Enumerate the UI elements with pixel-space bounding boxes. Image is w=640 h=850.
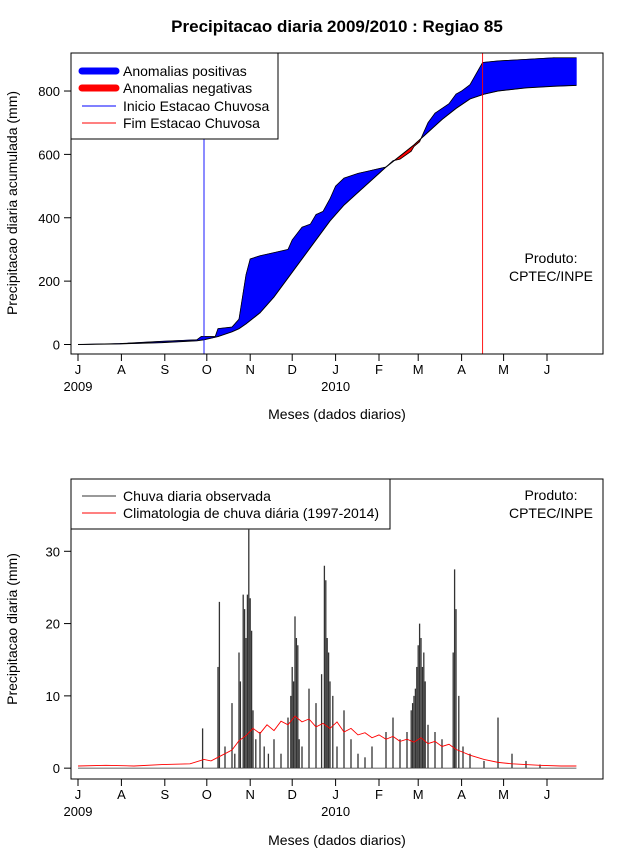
x-tick-label: J bbox=[75, 787, 82, 802]
y-tick-label: 200 bbox=[38, 274, 60, 289]
positive-anomaly-area bbox=[483, 60, 499, 95]
bottom-product-label-1: Produto: bbox=[525, 487, 578, 503]
top-product-label-2: CPTEC/INPE bbox=[509, 268, 593, 284]
x-tick-label: M bbox=[498, 362, 509, 377]
top-x-axis-label: Meses (dados diarios) bbox=[268, 406, 406, 422]
y-tick-label: 0 bbox=[53, 761, 60, 776]
daily-bars-group bbox=[78, 529, 577, 769]
y-tick-label: 10 bbox=[46, 689, 60, 704]
x-tick-label: M bbox=[413, 362, 424, 377]
positive-anomaly-area bbox=[273, 249, 289, 298]
positive-anomaly-area bbox=[249, 255, 261, 322]
x-tick-label: S bbox=[160, 787, 169, 802]
x-tick-label: D bbox=[288, 362, 297, 377]
top-x-axis: J A S O N D J F M A M J 2009 2010 bbox=[64, 353, 551, 394]
x-year-label: 2010 bbox=[321, 804, 350, 819]
positive-anomaly-area bbox=[259, 252, 275, 314]
x-tick-label: N bbox=[246, 787, 255, 802]
legend-label-positive: Anomalias positivas bbox=[123, 63, 247, 79]
x-tick-label: J bbox=[544, 787, 551, 802]
bottom-x-axis: J A S O N D J F M A M J 2009 2010 bbox=[64, 778, 551, 819]
y-tick-label: 800 bbox=[38, 84, 60, 99]
top-legend-box bbox=[70, 52, 279, 140]
bottom-y-axis: 0 10 20 30 bbox=[46, 544, 72, 776]
x-tick-label: J bbox=[332, 787, 339, 802]
legend-label-climatology: Climatologia de chuva diária (1997-2014) bbox=[123, 505, 379, 521]
x-tick-label: A bbox=[117, 787, 126, 802]
x-year-label: 2009 bbox=[64, 379, 93, 394]
y-tick-label: 30 bbox=[46, 544, 60, 559]
chart-title: Precipitacao diaria 2009/2010 : Regiao 8… bbox=[171, 17, 503, 36]
x-year-label: 2010 bbox=[321, 379, 350, 394]
x-tick-label: D bbox=[288, 787, 297, 802]
legend-label-observed: Chuva diaria observada bbox=[123, 488, 271, 504]
x-tick-label: M bbox=[413, 787, 424, 802]
y-tick-label: 0 bbox=[53, 337, 60, 352]
x-tick-label: J bbox=[75, 362, 82, 377]
x-tick-label: A bbox=[457, 362, 466, 377]
positive-anomaly-area bbox=[343, 172, 359, 206]
x-tick-label: M bbox=[498, 787, 509, 802]
legend-label-season-end: Fim Estacao Chuvosa bbox=[123, 115, 260, 131]
legend-label-negative: Anomalias negativas bbox=[123, 80, 252, 96]
x-tick-label: A bbox=[457, 787, 466, 802]
positive-anomaly-area bbox=[245, 258, 251, 325]
top-legend: Anomalias positivas Anomalias negativas … bbox=[70, 52, 279, 140]
positive-anomaly-area bbox=[553, 57, 577, 87]
bottom-x-axis-label: Meses (dados diarios) bbox=[268, 832, 406, 848]
positive-anomaly-area bbox=[525, 57, 555, 89]
top-y-axis-label: Precipitacao diaria acumulada (mm) bbox=[4, 91, 20, 315]
x-tick-label: O bbox=[202, 787, 212, 802]
y-tick-label: 400 bbox=[38, 211, 60, 226]
climatology-line-group bbox=[77, 715, 577, 767]
climatology-daily-line bbox=[77, 715, 577, 767]
x-tick-label: O bbox=[202, 362, 212, 377]
legend-label-season-start: Inicio Estacao Chuvosa bbox=[123, 98, 270, 114]
x-tick-label: F bbox=[375, 362, 383, 377]
bottom-y-axis-label: Precipitacao diaria (mm) bbox=[4, 553, 20, 705]
x-tick-label: S bbox=[160, 362, 169, 377]
x-year-label: 2009 bbox=[64, 804, 93, 819]
y-tick-label: 20 bbox=[46, 617, 60, 632]
top-product-label-1: Produto: bbox=[525, 250, 578, 266]
y-tick-label: 600 bbox=[38, 147, 60, 162]
positive-anomaly-area bbox=[497, 59, 527, 92]
x-tick-label: F bbox=[375, 787, 383, 802]
observed-cumulative-line bbox=[77, 57, 577, 345]
x-tick-label: N bbox=[246, 362, 255, 377]
bottom-legend: Chuva diaria observada Climatologia de c… bbox=[70, 478, 391, 530]
climatology-cumulative-line bbox=[77, 84, 577, 345]
top-y-axis: 0 200 400 600 800 bbox=[38, 84, 72, 352]
bottom-product-label-2: CPTEC/INPE bbox=[509, 505, 593, 521]
x-tick-label: A bbox=[117, 362, 126, 377]
x-tick-label: J bbox=[544, 362, 551, 377]
bottom-legend-box bbox=[70, 478, 391, 530]
x-tick-label: J bbox=[332, 362, 339, 377]
